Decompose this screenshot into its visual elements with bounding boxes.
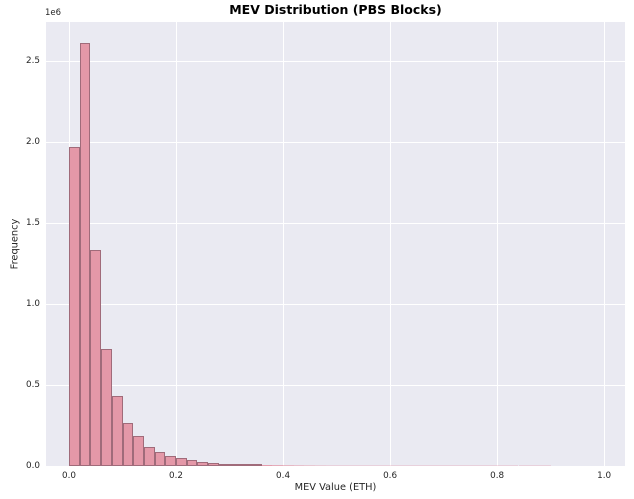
histogram-bar (304, 465, 316, 466)
histogram-bar (464, 465, 476, 466)
y-tick-label: 1.5 (26, 217, 40, 228)
y-tick-label: 2.0 (26, 136, 40, 147)
histogram-bar (357, 465, 369, 466)
gridline-horizontal (46, 222, 625, 224)
gridline-vertical (604, 22, 606, 466)
histogram-bar (347, 465, 358, 466)
gridline-horizontal (46, 303, 625, 305)
histogram-bar (293, 465, 305, 466)
histogram-bar (325, 465, 337, 466)
histogram-bar (454, 465, 465, 466)
gridline-vertical (390, 22, 392, 466)
y-tick-label: 1.0 (26, 298, 40, 309)
x-tick-label: 0.6 (383, 471, 398, 481)
y-tick-label: 2.5 (26, 55, 40, 66)
histogram-bar (79, 43, 91, 466)
histogram-bar (122, 422, 134, 466)
histogram-bar (432, 465, 444, 466)
histogram-bar (261, 465, 273, 466)
x-tick-label: 0.8 (490, 471, 505, 481)
gridline-horizontal (46, 141, 625, 143)
histogram-bar (475, 465, 487, 466)
histogram-bar (411, 465, 423, 466)
histogram-bar (443, 465, 455, 466)
x-tick-label: 0.4 (276, 471, 291, 481)
histogram-bar (315, 465, 326, 466)
histogram-bar (250, 464, 262, 466)
histogram-bar (90, 250, 102, 466)
histogram-bar (422, 465, 433, 466)
x-tick-label: 0.2 (169, 471, 184, 481)
y-axis-offset-label: 1e6 (45, 8, 62, 18)
gridline-vertical (176, 22, 178, 466)
gridline-vertical (283, 22, 285, 466)
y-tick-label: 0.0 (26, 461, 40, 471)
histogram-bar (486, 465, 498, 466)
histogram-bar (218, 463, 230, 466)
histogram-bar (111, 396, 123, 466)
histogram-bar (336, 465, 348, 466)
histogram-bar (143, 446, 155, 466)
histogram-bar (229, 464, 241, 466)
gridline-vertical (497, 22, 499, 466)
x-axis-label: MEV Value (ETH) (294, 482, 377, 493)
histogram-bar (165, 455, 177, 466)
histogram-bar (272, 465, 284, 466)
histogram-bar (368, 465, 380, 466)
chart-title: MEV Distribution (PBS Blocks) (229, 2, 442, 17)
histogram-bar (518, 465, 530, 466)
x-tick-label: 1.0 (597, 471, 612, 481)
gridline-horizontal (46, 466, 625, 467)
y-tick-label: 0.5 (26, 379, 40, 390)
gridline-horizontal (46, 384, 625, 386)
histogram-bar (101, 349, 112, 466)
histogram-bar (208, 462, 219, 466)
histogram-bar (390, 465, 401, 466)
histogram-bar (197, 461, 209, 466)
histogram-bar (154, 452, 166, 466)
histogram-bar (497, 465, 508, 466)
histogram-bar (379, 465, 391, 466)
histogram-bar (507, 465, 519, 466)
histogram-bar (400, 465, 412, 466)
gridline-horizontal (46, 60, 625, 62)
histogram-bar (240, 464, 251, 466)
histogram-bar (529, 465, 540, 466)
histogram-bar (69, 146, 80, 466)
histogram-bar (186, 460, 198, 466)
histogram-bar (283, 465, 294, 466)
x-tick-label: 0.0 (62, 471, 76, 481)
histogram-bar (539, 465, 551, 466)
plot-area (46, 22, 625, 467)
histogram-bar (176, 458, 187, 466)
histogram-bar (133, 436, 144, 466)
